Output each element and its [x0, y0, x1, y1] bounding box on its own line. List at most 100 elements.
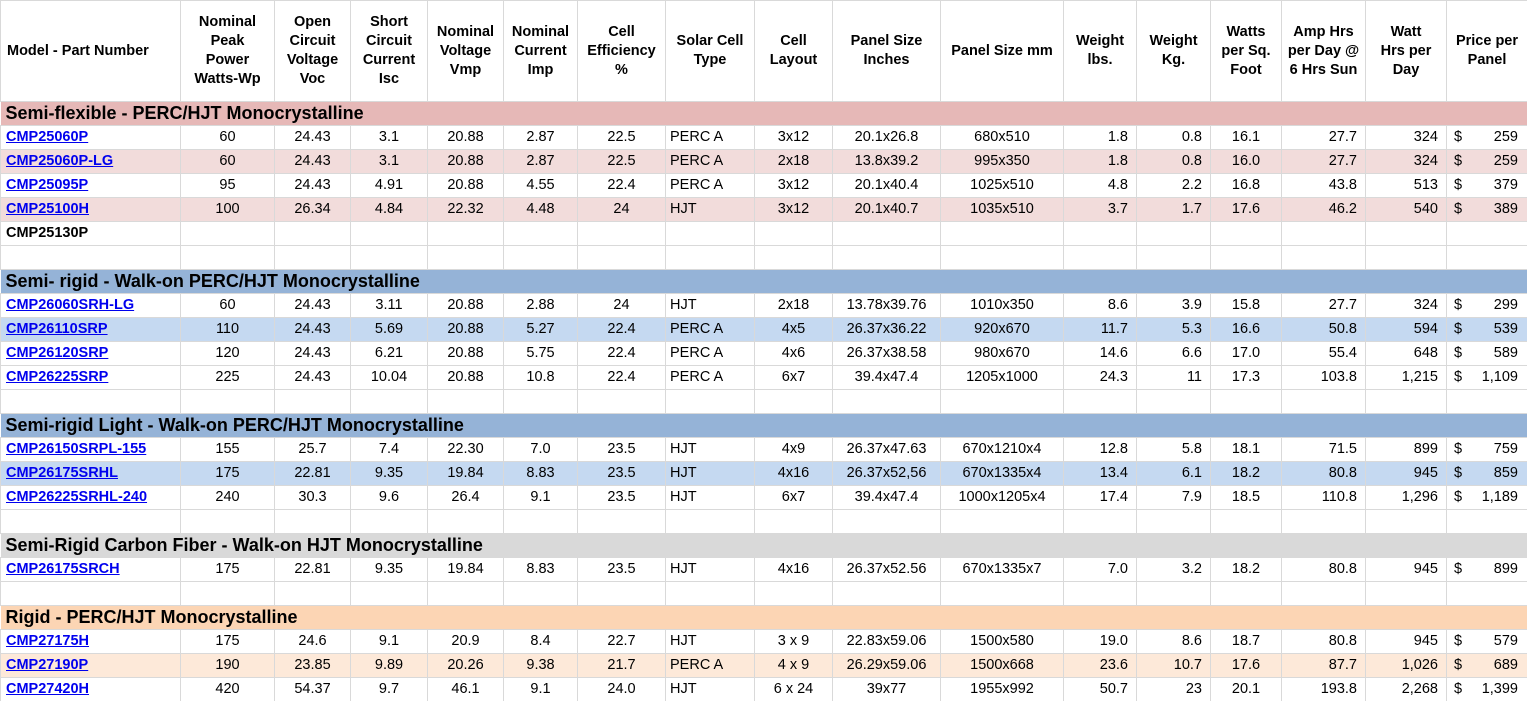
cell-amp_hrs: 87.7 [1281, 653, 1366, 678]
model-link[interactable]: CMP25060P-LG [6, 153, 114, 169]
cell-price [1446, 389, 1527, 414]
cell-layout: 6 x 24 [754, 677, 833, 701]
cell-price: $259 [1446, 125, 1527, 150]
cell-cell_type: PERC A [665, 653, 755, 678]
cell-layout: 4x9 [754, 437, 833, 462]
cell-peak_power: 60 [180, 125, 275, 150]
cell-isc: 5.69 [350, 317, 428, 342]
cell-cell_type: HJT [665, 437, 755, 462]
cell-size_mm: 680x510 [940, 125, 1064, 150]
cell-vmp: 19.84 [427, 461, 504, 486]
cell-peak_power [180, 389, 275, 414]
cell-weight_kg: 5.8 [1136, 437, 1211, 462]
spec-table-body: Semi-flexible - PERC/HJT Monocrystalline… [0, 101, 1527, 701]
cell-watt_hrs: 1,296 [1365, 485, 1447, 510]
cell-voc: 24.43 [274, 173, 351, 198]
cell-model: CMP26060SRH-LG [0, 293, 181, 318]
cell-voc [274, 509, 351, 534]
model-link[interactable]: CMP26150SRPL-155 [6, 441, 147, 457]
cell-imp: 10.8 [503, 365, 578, 390]
cell-size_mm: 1025x510 [940, 173, 1064, 198]
cell-weight_kg: 3.9 [1136, 293, 1211, 318]
cell-voc: 22.81 [274, 557, 351, 582]
cell-size_in: 20.1x40.7 [832, 197, 941, 222]
cell-vmp: 20.88 [427, 125, 504, 150]
cell-peak_power: 190 [180, 653, 275, 678]
model-link[interactable]: CMP27190P [6, 657, 89, 673]
cell-weight_kg: 6.6 [1136, 341, 1211, 366]
cell-weight_lbs [1063, 245, 1137, 270]
currency-symbol: $ [1454, 153, 1463, 169]
cell-watt_hrs: 945 [1365, 557, 1447, 582]
cell-size_in: 13.8x39.2 [832, 149, 941, 174]
model-link[interactable]: CMP26120SRP [6, 345, 109, 361]
cell-imp: 2.87 [503, 149, 578, 174]
cell-model [0, 389, 181, 414]
price-value: 899 [1493, 561, 1518, 577]
cell-weight_lbs: 7.0 [1063, 557, 1137, 582]
model-link[interactable]: CMP26060SRH-LG [6, 297, 135, 313]
cell-size_in [832, 245, 941, 270]
cell-imp: 7.0 [503, 437, 578, 462]
model-link[interactable]: CMP26175SRCH [6, 561, 120, 577]
cell-voc: 22.81 [274, 461, 351, 486]
column-header-imp: Nominal Current Imp [503, 0, 578, 102]
model-link[interactable]: CMP25060P [6, 129, 89, 145]
price-value: 259 [1493, 129, 1518, 145]
model-link[interactable]: CMP26225SRHL-240 [6, 489, 148, 505]
cell-efficiency: 23.5 [577, 437, 666, 462]
cell-voc: 25.7 [274, 437, 351, 462]
cell-watt_hrs [1365, 221, 1447, 246]
cell-price: $859 [1446, 461, 1527, 486]
cell-peak_power: 120 [180, 341, 275, 366]
cell-weight_kg: 0.8 [1136, 149, 1211, 174]
cell-weight_lbs: 11.7 [1063, 317, 1137, 342]
model-link[interactable]: CMP27420H [6, 681, 90, 697]
column-header-vmp: Nominal Voltage Vmp [427, 0, 504, 102]
model-link[interactable]: CMP27175H [6, 633, 90, 649]
cell-imp: 2.88 [503, 293, 578, 318]
cell-amp_hrs: 46.2 [1281, 197, 1366, 222]
cell-layout [754, 221, 833, 246]
cell-imp: 8.83 [503, 557, 578, 582]
cell-peak_power: 225 [180, 365, 275, 390]
cell-model [0, 581, 181, 606]
cell-isc: 7.4 [350, 437, 428, 462]
cell-watts_sqft: 17.6 [1210, 653, 1282, 678]
model-link[interactable]: CMP26225SRP [6, 369, 109, 385]
cell-cell_type [665, 581, 755, 606]
cell-weight_lbs: 17.4 [1063, 485, 1137, 510]
price-value: 1,189 [1481, 489, 1518, 505]
cell-isc: 4.91 [350, 173, 428, 198]
model-link[interactable]: CMP25095P [6, 177, 89, 193]
cell-peak_power: 60 [180, 293, 275, 318]
model-link[interactable]: CMP25100H [6, 201, 90, 217]
model-link[interactable]: CMP26110SRP [6, 321, 108, 337]
cell-cell_type [665, 509, 755, 534]
cell-voc: 24.43 [274, 341, 351, 366]
cell-vmp: 20.26 [427, 653, 504, 678]
cell-size_in [832, 509, 941, 534]
spacer-row [0, 581, 1527, 606]
cell-efficiency: 24 [577, 197, 666, 222]
model-link[interactable]: CMP26175SRHL [6, 465, 119, 481]
cell-weight_kg: 3.2 [1136, 557, 1211, 582]
column-header-watt_hrs: Watt Hrs per Day [1365, 0, 1447, 102]
model-label: CMP25130P [6, 225, 89, 241]
cell-amp_hrs [1281, 509, 1366, 534]
cell-weight_kg: 10.7 [1136, 653, 1211, 678]
currency-symbol: $ [1454, 561, 1463, 577]
cell-watt_hrs [1365, 389, 1447, 414]
cell-cell_type: HJT [665, 461, 755, 486]
cell-voc: 24.43 [274, 125, 351, 150]
cell-vmp [427, 509, 504, 534]
cell-cell_type [665, 389, 755, 414]
cell-weight_kg [1136, 221, 1211, 246]
spacer-row [0, 245, 1527, 270]
cell-layout: 3 x 9 [754, 629, 833, 654]
cell-size_in: 26.37x47.63 [832, 437, 941, 462]
cell-weight_lbs [1063, 509, 1137, 534]
cell-size_mm: 1205x1000 [940, 365, 1064, 390]
cell-weight_kg: 23 [1136, 677, 1211, 701]
cell-cell_type: PERC A [665, 149, 755, 174]
